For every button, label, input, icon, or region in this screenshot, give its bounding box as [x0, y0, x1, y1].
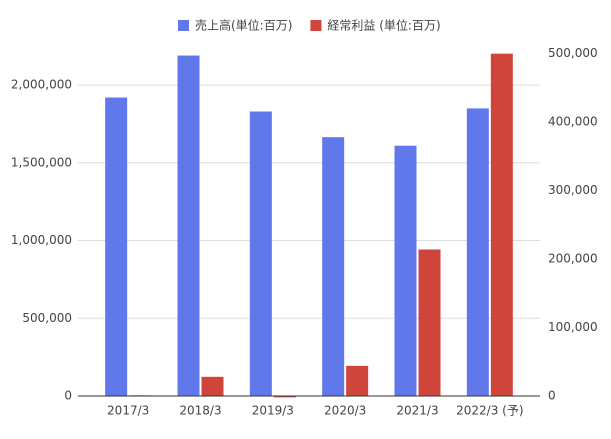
bar — [394, 145, 417, 396]
y-tick-label: 1,500,000 — [11, 155, 72, 169]
legend-swatch — [178, 20, 189, 31]
y-tick-label: 2,000,000 — [11, 78, 72, 92]
y2-tick-label: 100,000 — [548, 320, 598, 334]
y2-tick-label: 500,000 — [548, 46, 598, 60]
bar — [249, 111, 272, 396]
x-tick-label: 2017/3 — [107, 404, 149, 418]
y2-tick-label: 0 — [548, 389, 556, 403]
bar — [346, 365, 369, 396]
y-tick-label: 1,000,000 — [11, 233, 72, 247]
x-tick-label: 2018/3 — [179, 404, 221, 418]
legend-label: 経常利益 (単位:百万) — [327, 18, 440, 33]
x-tick-label: 2021/3 — [396, 404, 438, 418]
bar — [201, 376, 224, 396]
x-tick-label: 2020/3 — [324, 404, 366, 418]
y-tick-label: 500,000 — [22, 311, 72, 325]
bar — [418, 249, 441, 396]
bar — [177, 55, 200, 397]
y2-tick-label: 400,000 — [548, 115, 598, 129]
bar — [105, 97, 128, 396]
y2-tick-label: 200,000 — [548, 252, 598, 266]
x-tick-label: 2022/3 (予) — [456, 404, 523, 418]
bar — [273, 396, 296, 398]
bar — [322, 137, 345, 397]
bar — [466, 108, 489, 397]
y2-tick-label: 300,000 — [548, 183, 598, 197]
legend-label: 売上高(単位:百万) — [195, 18, 292, 33]
y-tick-label: 0 — [64, 389, 72, 403]
x-tick-label: 2019/3 — [252, 404, 294, 418]
legend-swatch — [310, 20, 322, 31]
bar — [490, 53, 513, 396]
